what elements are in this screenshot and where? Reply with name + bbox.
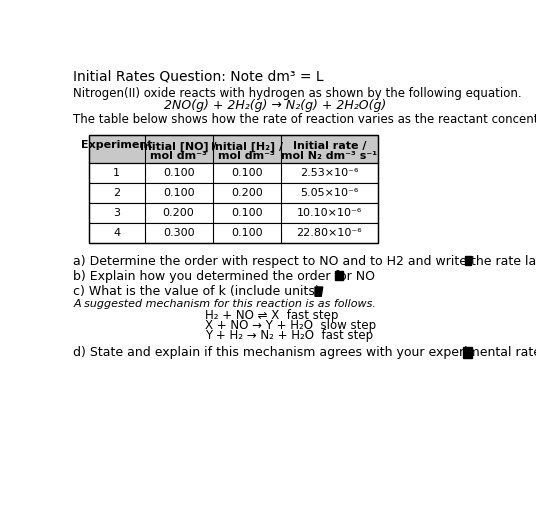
- Polygon shape: [335, 271, 343, 280]
- Text: 0.200: 0.200: [163, 208, 195, 218]
- Text: The table below shows how the rate of reaction varies as the reactant concentrat: The table below shows how the rate of re…: [73, 113, 536, 126]
- Text: 10.10×10⁻⁶: 10.10×10⁻⁶: [297, 208, 362, 218]
- Bar: [88, 183, 378, 203]
- Text: Initial rate /: Initial rate /: [293, 141, 366, 151]
- Text: mol dm⁻³: mol dm⁻³: [150, 151, 207, 161]
- Text: 0.100: 0.100: [231, 228, 263, 238]
- Polygon shape: [463, 347, 472, 358]
- Polygon shape: [315, 287, 323, 296]
- Text: 0.300: 0.300: [163, 228, 195, 238]
- Text: 2.53×10⁻⁶: 2.53×10⁻⁶: [300, 168, 359, 178]
- Text: A suggested mechanism for this reaction is as follows.: A suggested mechanism for this reaction …: [73, 299, 376, 309]
- Text: 0.100: 0.100: [231, 168, 263, 178]
- Text: H₂ + NO ⇌ X  fast step: H₂ + NO ⇌ X fast step: [205, 309, 338, 322]
- Text: c) What is the value of k (include units): c) What is the value of k (include units…: [73, 285, 320, 298]
- Text: X + NO → Y + H₂O  slow step: X + NO → Y + H₂O slow step: [205, 319, 376, 333]
- Text: 0.100: 0.100: [163, 188, 195, 198]
- Polygon shape: [465, 256, 471, 265]
- Bar: [88, 203, 378, 223]
- Text: 22.80×10⁻⁶: 22.80×10⁻⁶: [296, 228, 362, 238]
- Text: 0.100: 0.100: [231, 208, 263, 218]
- Text: 4: 4: [113, 228, 120, 238]
- Text: 3: 3: [113, 208, 120, 218]
- Text: mol N₂ dm⁻³ s⁻¹: mol N₂ dm⁻³ s⁻¹: [281, 151, 377, 161]
- Text: 2NO(g) + 2H₂(g) → N₂(g) + 2H₂O(g): 2NO(g) + 2H₂(g) → N₂(g) + 2H₂O(g): [163, 99, 386, 112]
- Text: Initial Rates Question: Note dm³ = L: Initial Rates Question: Note dm³ = L: [73, 70, 324, 84]
- Text: 0.100: 0.100: [163, 168, 195, 178]
- Text: a) Determine the order with respect to NO and to H2 and write the rate law: a) Determine the order with respect to N…: [73, 255, 536, 268]
- Text: 2: 2: [113, 188, 120, 198]
- Text: Experiment: Experiment: [81, 140, 152, 150]
- Text: 5.05×10⁻⁶: 5.05×10⁻⁶: [300, 188, 359, 198]
- Text: d) State and explain if this mechanism agrees with your experimental rate law: d) State and explain if this mechanism a…: [73, 347, 536, 359]
- Text: Initial [H₂] /: Initial [H₂] /: [211, 141, 283, 152]
- Text: Nitrogen(II) oxide reacts with hydrogen as shown by the following equation.: Nitrogen(II) oxide reacts with hydrogen …: [73, 87, 522, 100]
- Text: mol dm⁻³: mol dm⁻³: [218, 151, 276, 161]
- Text: Initial [NO] /: Initial [NO] /: [140, 141, 217, 152]
- Text: 0.200: 0.200: [231, 188, 263, 198]
- Bar: [88, 135, 378, 163]
- Bar: [88, 223, 378, 243]
- Bar: [88, 135, 378, 243]
- Text: 1: 1: [113, 168, 120, 178]
- Bar: [88, 163, 378, 183]
- Text: Y + H₂ → N₂ + H₂O  fast step: Y + H₂ → N₂ + H₂O fast step: [205, 329, 373, 342]
- Text: b) Explain how you determined the order for NO: b) Explain how you determined the order …: [73, 270, 375, 283]
